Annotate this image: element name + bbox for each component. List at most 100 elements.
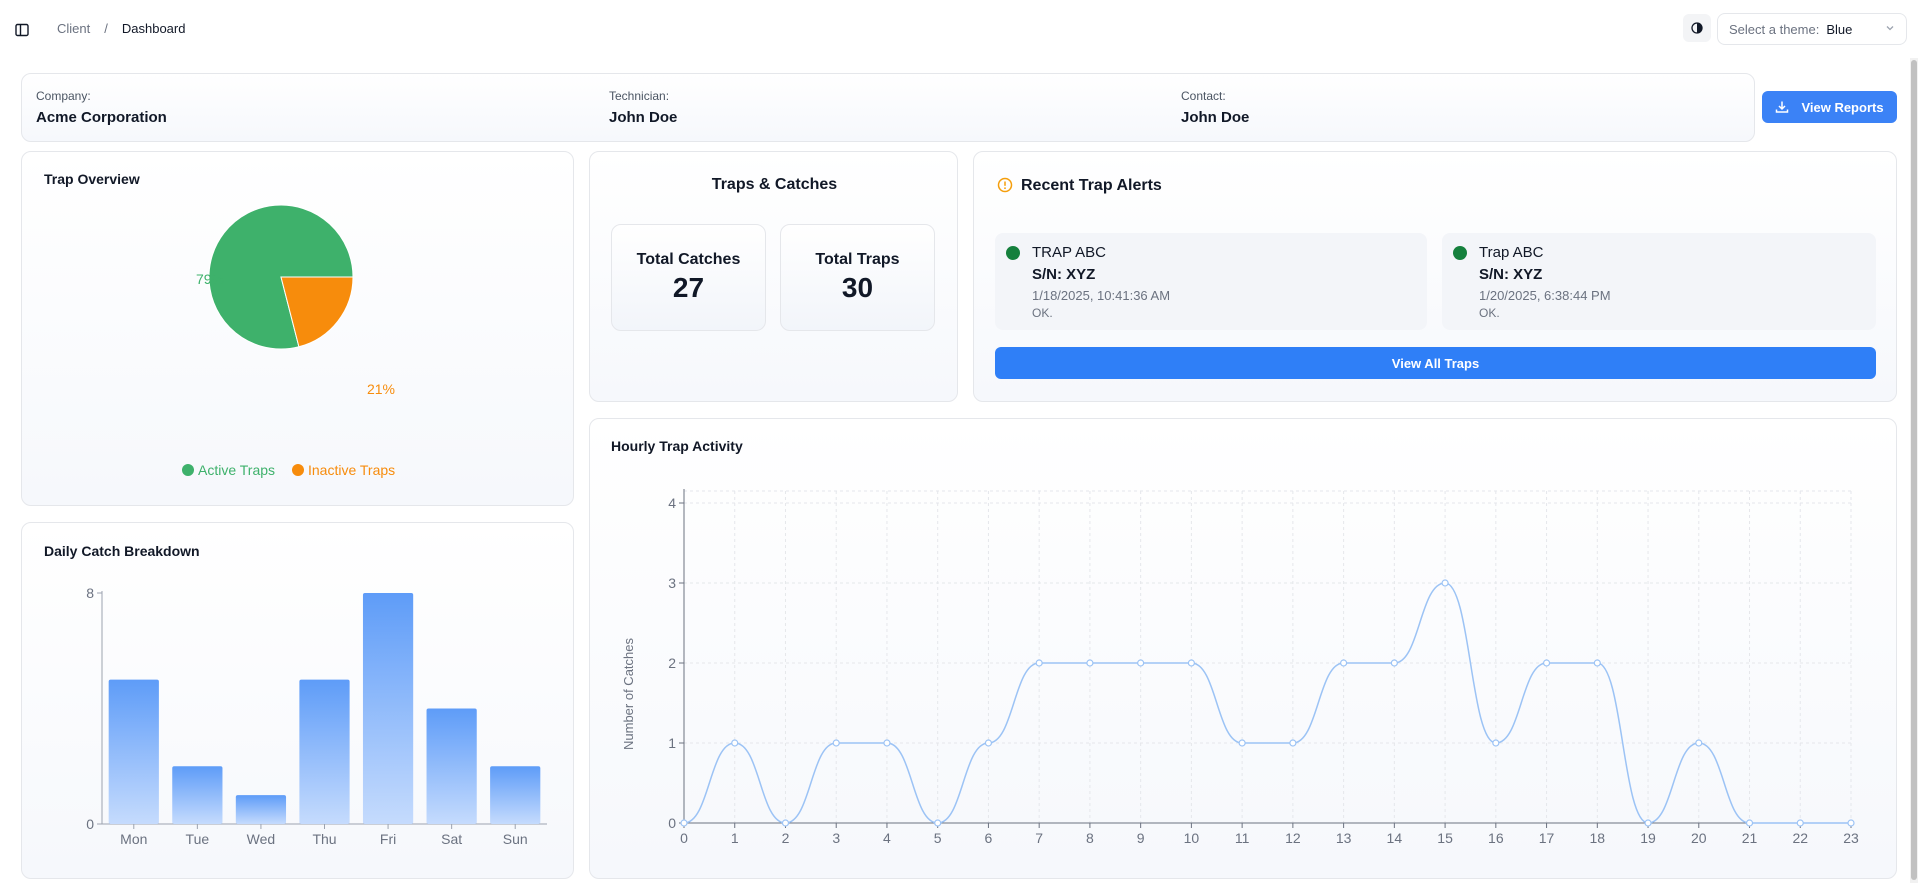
x-tick-label: 16 [1488, 830, 1504, 846]
x-tick-label: 3 [832, 830, 840, 846]
data-point-hour-4[interactable] [883, 739, 891, 747]
bar-mon[interactable] [108, 679, 159, 824]
breadcrumb: Client / Dashboard [57, 20, 185, 36]
technician-info: Technician: John Doe [609, 89, 677, 126]
y-tick-label: 0 [86, 816, 94, 832]
x-tick-label: 12 [1285, 830, 1301, 846]
x-tick-label: 10 [1184, 830, 1200, 846]
data-point-hour-21[interactable] [1745, 819, 1754, 827]
alert-item[interactable]: Trap ABC S/N: XYZ 1/20/2025, 6:38:44 PM … [1442, 233, 1876, 330]
x-tick-label: 13 [1336, 830, 1352, 846]
x-tick-label: 8 [1086, 830, 1094, 846]
data-point-hour-8[interactable] [1086, 659, 1094, 667]
total-traps-value: 30 [841, 272, 874, 303]
company-label: Company: [36, 89, 91, 103]
x-tick-label: 1 [731, 830, 739, 846]
hourly-activity-card: Hourly Trap Activity 0 1 2 3 4 0 1 2 3 4 5 6 7 8 9 10 11… [589, 418, 1897, 879]
view-reports-button[interactable]: View Reports [1762, 91, 1897, 123]
x-tick-label: 7 [1035, 830, 1043, 846]
traps-catches-title: Traps & Catches [711, 176, 838, 193]
legend-label-inactive-traps[interactable]: Inactive Traps [308, 462, 395, 478]
x-tick-label: 9 [1137, 830, 1145, 846]
data-point-hour-12[interactable] [1289, 739, 1297, 747]
data-point-hour-18[interactable] [1593, 659, 1601, 667]
y-tick-label: 4 [668, 495, 676, 511]
data-point-hour-17[interactable] [1542, 659, 1551, 667]
x-tick-label: Wed [247, 831, 276, 847]
data-point-hour-19[interactable] [1644, 819, 1652, 827]
download-icon [1776, 101, 1789, 113]
alert-circle-icon [997, 177, 1013, 193]
alert-timestamp: 1/18/2025, 10:41:36 AM [1032, 288, 1171, 303]
data-point-hour-11[interactable] [1238, 739, 1246, 747]
bar-sun[interactable] [490, 766, 541, 824]
technician-value: John Doe [609, 109, 678, 126]
y-tick-label: 0 [668, 815, 676, 831]
x-tick-label: Thu [312, 831, 336, 847]
y-tick-label: 1 [668, 735, 676, 751]
y-tick-label: 8 [86, 585, 94, 601]
daily-catch-bar-chart: 0 8 Mon Tue Wed Thu Fri Sat Sun [86, 585, 547, 847]
total-catches-stat: Total Catches 27 [611, 224, 766, 331]
bar-tue[interactable] [172, 766, 223, 824]
bar-sat[interactable] [426, 708, 477, 825]
data-point-hour-10[interactable] [1187, 659, 1195, 667]
daily-catch-card: Daily Catch Breakdown 0 8 Mon Tue Wed Thu Fri S… [21, 522, 574, 879]
y-tick-label: 3 [668, 575, 676, 591]
trap-overview-title: Trap Overview [44, 171, 140, 187]
bar-fri[interactable] [362, 593, 414, 824]
sidebar-toggle-icon[interactable] [12, 20, 32, 40]
top-bar: Client / Dashboard Select a theme: Blue [0, 0, 1918, 58]
data-point-hour-0[interactable] [680, 819, 688, 827]
x-tick-label: 23 [1843, 830, 1859, 846]
x-tick-label: 0 [680, 830, 688, 846]
data-point-hour-16[interactable] [1492, 739, 1500, 747]
data-point-hour-1[interactable] [731, 739, 739, 747]
view-reports-label: View Reports [1801, 99, 1884, 115]
contact-label: Contact: [1181, 89, 1226, 103]
bar-wed[interactable] [235, 795, 287, 824]
view-all-traps-button[interactable]: View All Traps [995, 347, 1876, 379]
alert-item[interactable]: TRAP ABC S/N: XYZ 1/18/2025, 10:41:36 AM… [995, 233, 1427, 330]
data-point-hour-22[interactable] [1796, 819, 1804, 827]
theme-select[interactable]: Select a theme: Blue [1717, 13, 1907, 45]
data-point-hour-3[interactable] [832, 739, 840, 747]
series-line-catches [683, 582, 1851, 824]
alert-trap-name: Trap ABC [1479, 244, 1544, 261]
x-tick-label: Sun [503, 831, 528, 847]
data-point-hour-15[interactable] [1441, 579, 1449, 587]
x-tick-label: 18 [1590, 830, 1606, 846]
legend-label-active-traps[interactable]: Active Traps [198, 462, 275, 478]
y-axis-label: Number of Catches [621, 638, 636, 750]
y-tick-label: 2 [668, 655, 676, 671]
legend-swatch-inactive-traps [292, 464, 304, 476]
data-point-hour-23[interactable] [1847, 819, 1855, 827]
breadcrumb-current-page: Dashboard [121, 20, 186, 36]
breadcrumb-client-link[interactable]: Client [57, 20, 91, 36]
data-point-hour-7[interactable] [1035, 659, 1043, 667]
data-point-hour-5[interactable] [934, 819, 942, 827]
data-point-hour-2[interactable] [781, 819, 790, 827]
data-point-hour-6[interactable] [984, 739, 993, 747]
x-tick-label: 15 [1437, 830, 1453, 846]
data-point-hour-14[interactable] [1390, 659, 1398, 667]
x-tick-label: 21 [1742, 830, 1758, 846]
view-all-traps-label: View All Traps [1391, 355, 1480, 371]
x-tick-label: Sat [441, 831, 462, 847]
data-point-hour-9[interactable] [1137, 659, 1145, 667]
theme-mode-toggle-button[interactable] [1683, 14, 1711, 42]
x-tick-label: Tue [186, 831, 210, 847]
data-point-hour-20[interactable] [1695, 739, 1703, 747]
company-value: Acme Corporation [36, 109, 167, 126]
technician-label: Technician: [609, 89, 670, 103]
chevron-down-icon [1886, 26, 1894, 31]
bar-thu[interactable] [299, 679, 350, 824]
page-scrollbar[interactable] [1910, 58, 1918, 883]
data-point-hour-13[interactable] [1340, 659, 1348, 667]
x-tick-label: Mon [120, 831, 147, 847]
scrollbar-thumb[interactable] [1911, 60, 1917, 880]
x-tick-label: 4 [883, 830, 891, 846]
recent-alerts-title: Recent Trap Alerts [1021, 177, 1162, 194]
x-tick-label: 11 [1235, 830, 1250, 846]
